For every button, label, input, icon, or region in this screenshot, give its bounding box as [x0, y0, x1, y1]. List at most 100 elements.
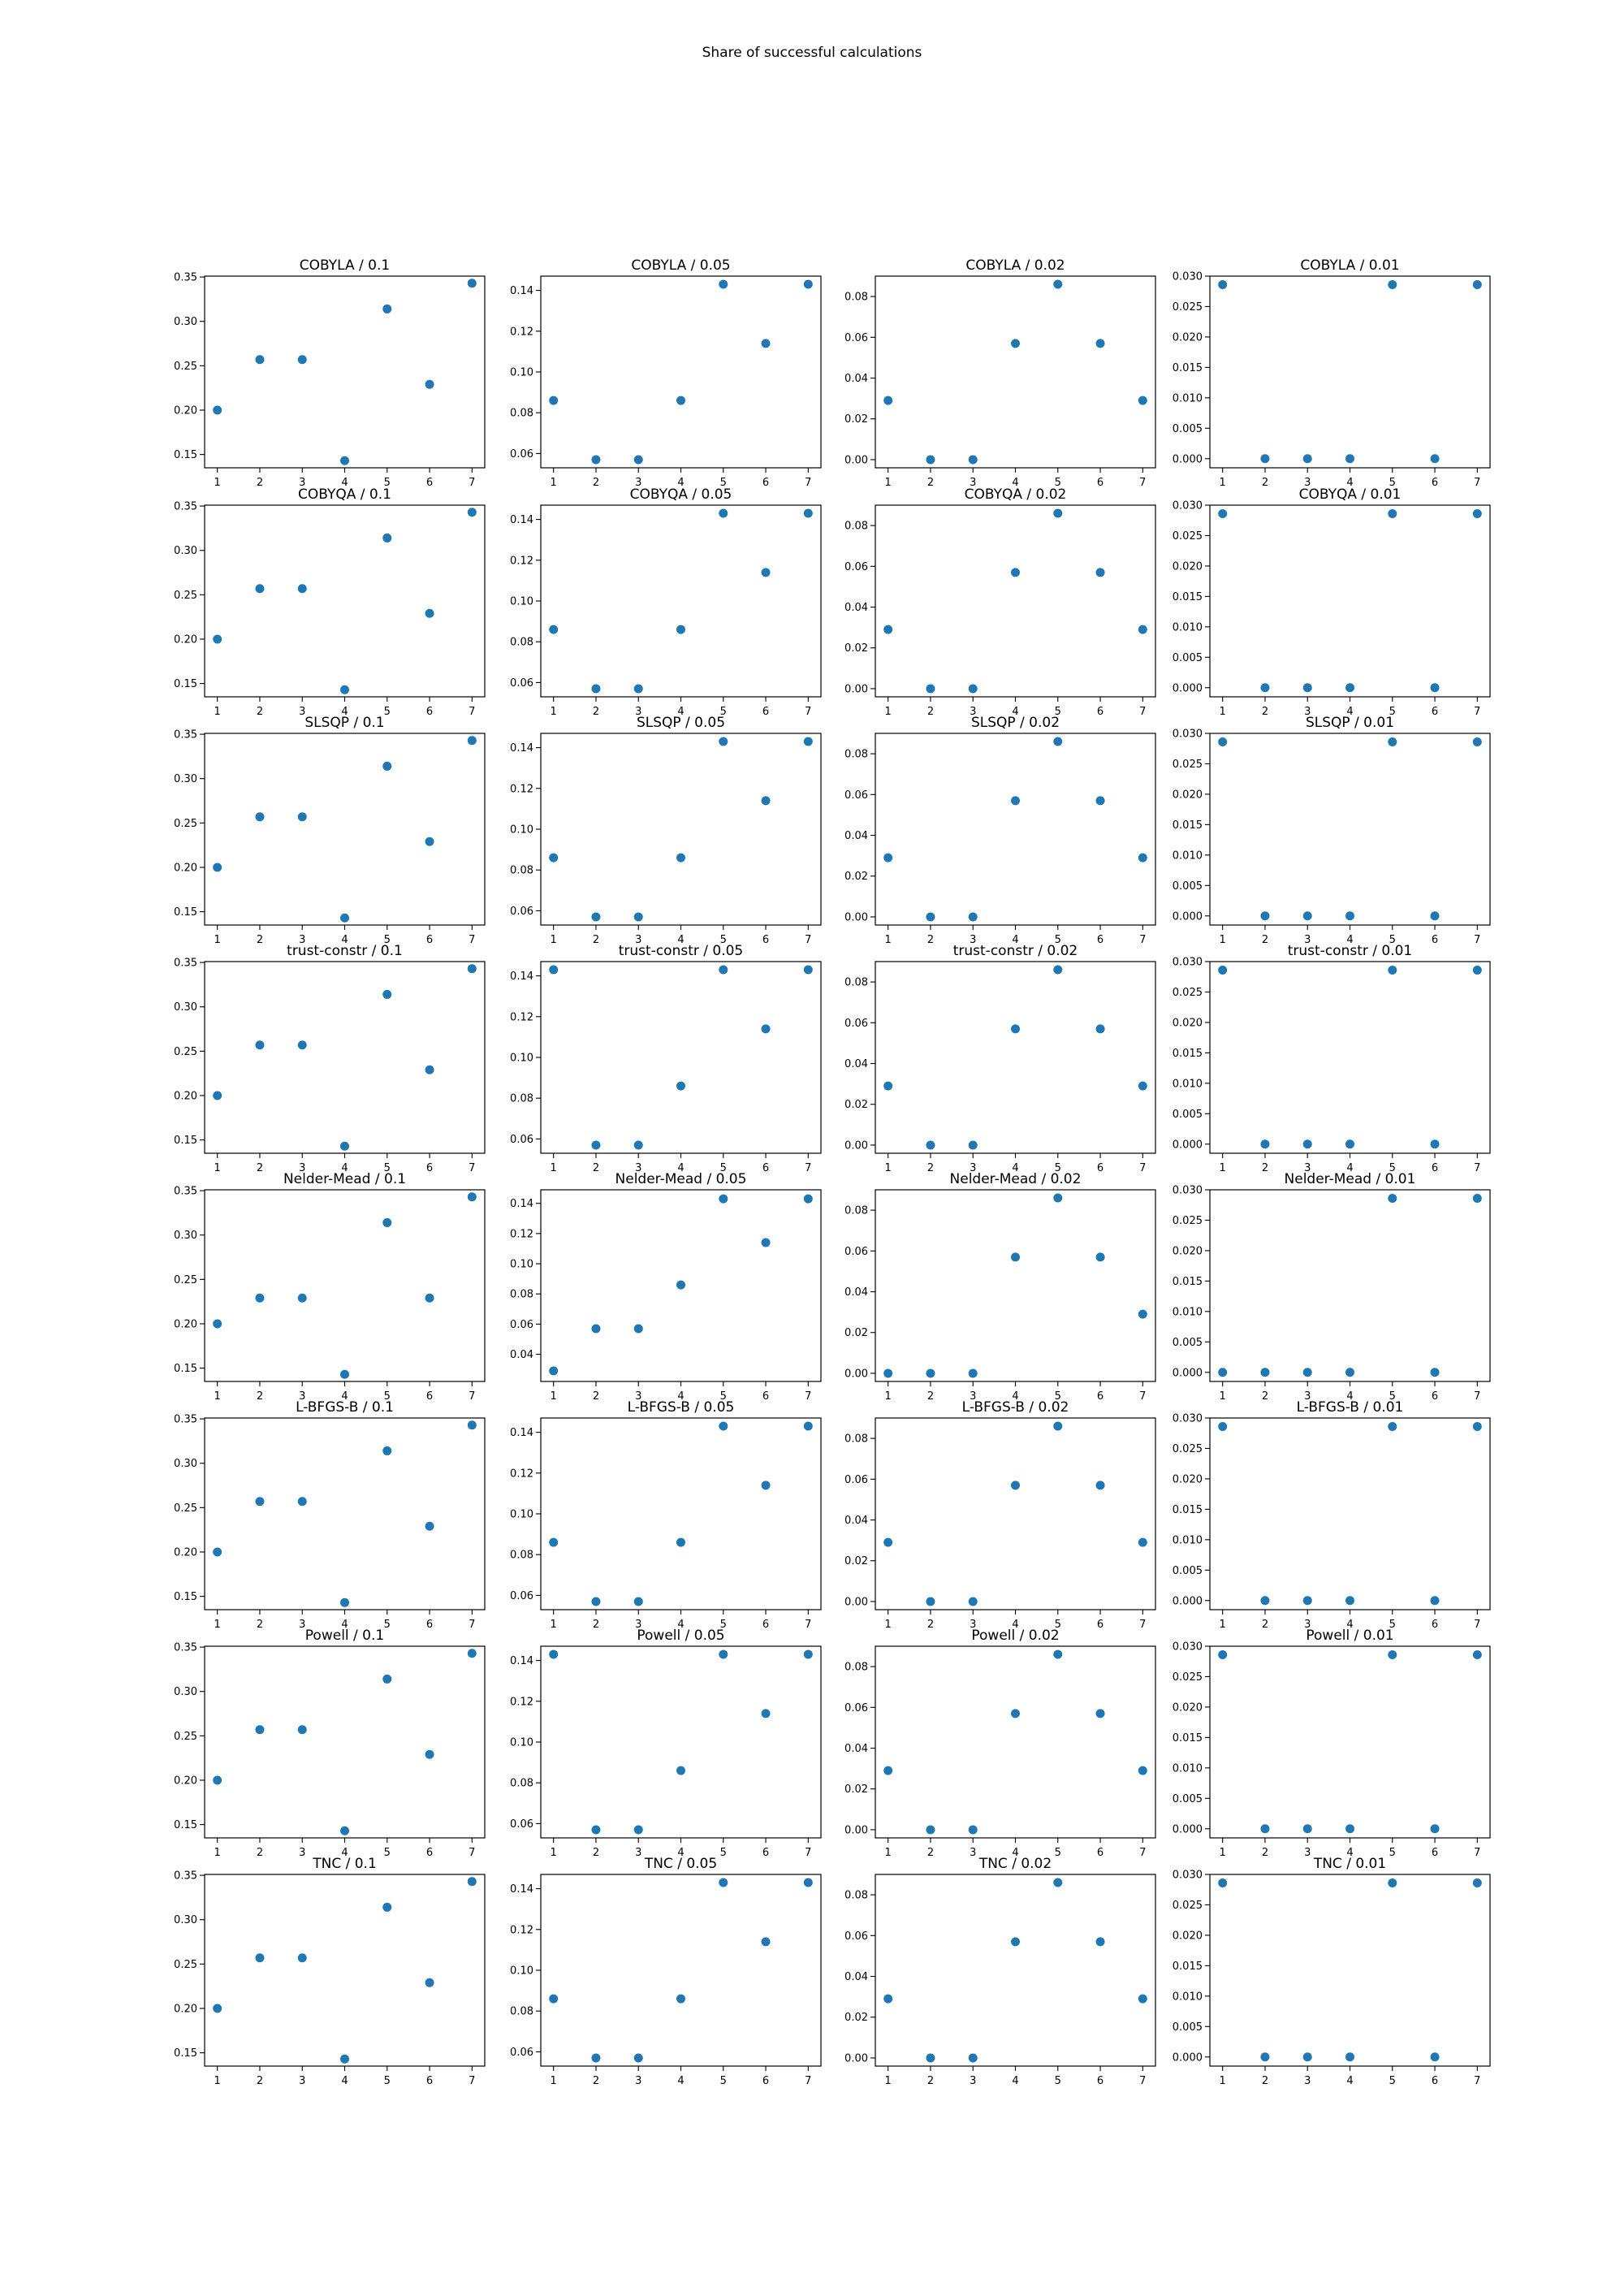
data-point [1011, 339, 1020, 348]
x-tick-label: 7 [805, 706, 811, 718]
x-tick-label: 1 [1220, 1619, 1226, 1631]
x-tick-label: 4 [341, 1390, 348, 1403]
data-point [467, 508, 477, 517]
data-point [1430, 1824, 1440, 1834]
data-point [1302, 1368, 1312, 1377]
data-point [926, 1597, 935, 1606]
data-point [1095, 1709, 1105, 1718]
data-point [926, 455, 935, 465]
data-point [926, 1825, 935, 1835]
y-tick-label: 0.010 [1173, 621, 1203, 633]
data-point [255, 584, 265, 594]
y-tick-label: 0.020 [1173, 1245, 1203, 1257]
y-tick-label: 0.25 [174, 818, 197, 830]
data-point [968, 1597, 978, 1606]
x-tick-label: 6 [426, 1847, 433, 1859]
x-tick-label: 7 [1474, 1162, 1480, 1174]
data-point [1472, 1878, 1482, 1887]
x-tick-label: 2 [1262, 1162, 1268, 1174]
subplot-title: trust-constr / 0.02 [953, 943, 1078, 959]
y-tick-label: 0.025 [1173, 301, 1203, 313]
data-point [926, 1140, 935, 1150]
x-tick-label: 1 [1220, 706, 1226, 718]
x-tick-label: 6 [1097, 1390, 1104, 1403]
y-tick-label: 0.02 [844, 2012, 868, 2024]
data-point [382, 761, 392, 771]
figure-title: Share of successful calculations [702, 45, 922, 61]
axes-frame [204, 1189, 486, 1382]
axes-frame [875, 1417, 1156, 1610]
data-point [1260, 2052, 1270, 2062]
y-tick-label: 0.30 [174, 1001, 197, 1014]
y-tick-label: 0.030 [1173, 271, 1203, 283]
data-point [1472, 1421, 1482, 1431]
data-point [883, 1368, 893, 1378]
x-tick-label: 2 [927, 706, 934, 718]
data-point [1472, 1649, 1482, 1659]
x-tick-label: 4 [677, 1619, 684, 1631]
x-tick-label: 7 [1139, 1619, 1146, 1631]
y-tick-label: 0.04 [844, 1515, 868, 1527]
subplot: Powell / 0.02 1 2 3 4 5 6 7 0.00 0.02 0.04 0.06 0.08 [844, 1628, 1156, 1859]
x-tick-label: 4 [1012, 934, 1018, 946]
x-tick-label: 6 [426, 706, 433, 718]
y-tick-label: 0.30 [174, 1914, 197, 1926]
data-point [803, 508, 813, 518]
x-tick-label: 6 [1097, 2075, 1104, 2087]
x-tick-label: 6 [1097, 477, 1104, 489]
data-point [213, 1775, 222, 1785]
subplot: TNC / 0.05 1 2 3 4 5 6 7 0.06 0.08 0.10 0.12 0.14 [510, 1856, 822, 2087]
y-tick-label: 0.35 [174, 1642, 197, 1654]
data-point [1138, 1766, 1147, 1775]
y-tick-label: 0.025 [1173, 530, 1203, 543]
data-point [968, 684, 978, 694]
subplot: SLSQP / 0.01 1 2 3 4 5 6 7 0.000 0.005 0.010 0.015 0… [1173, 715, 1491, 946]
data-point [1302, 911, 1312, 921]
data-point [467, 736, 477, 746]
data-point [1053, 1193, 1063, 1203]
y-tick-label: 0.20 [174, 404, 197, 417]
y-tick-label: 0.010 [1173, 1991, 1203, 2003]
y-tick-label: 0.015 [1173, 1504, 1203, 1516]
subplot-title: COBYQA / 0.05 [630, 486, 732, 503]
y-tick-label: 0.06 [844, 561, 868, 573]
data-point [382, 1674, 392, 1684]
x-tick-label: 1 [551, 2075, 557, 2087]
axes-frame [540, 961, 822, 1154]
y-tick-label: 0.10 [510, 1259, 533, 1271]
data-point [1011, 796, 1020, 806]
y-tick-label: 0.08 [510, 1289, 533, 1301]
data-point [591, 1825, 601, 1835]
x-tick-label: 4 [1346, 1390, 1353, 1403]
y-tick-label: 0.015 [1173, 819, 1203, 832]
subplot: L-BFGS-B / 0.05 1 2 3 4 5 6 7 0.06 0.08 0.10 0.12 0.… [510, 1399, 822, 1631]
x-tick-label: 7 [469, 2075, 475, 2087]
y-tick-label: 0.02 [844, 1555, 868, 1567]
axes-frame [540, 275, 822, 469]
y-tick-label: 0.06 [844, 1930, 868, 1943]
y-tick-label: 0.020 [1173, 1701, 1203, 1714]
x-tick-label: 1 [214, 2075, 221, 2087]
x-tick-label: 7 [469, 934, 475, 946]
x-tick-label: 5 [1055, 1619, 1061, 1631]
y-tick-label: 0.06 [510, 1319, 533, 1331]
y-tick-label: 0.020 [1173, 560, 1203, 573]
data-point [761, 1481, 771, 1490]
data-point [968, 1368, 978, 1378]
x-tick-label: 1 [214, 706, 221, 718]
data-point [1138, 625, 1147, 634]
y-tick-label: 0.10 [510, 596, 533, 608]
x-tick-label: 3 [1304, 706, 1311, 718]
x-tick-label: 5 [384, 1390, 391, 1403]
subplot: COBYLA / 0.02 1 2 3 4 5 6 7 0.00 0.02 0.04 0.06 0.08 [844, 257, 1156, 489]
y-tick-label: 0.000 [1173, 453, 1203, 465]
y-tick-label: 0.35 [174, 1414, 197, 1426]
y-tick-label: 0.20 [174, 1546, 197, 1559]
data-point [297, 812, 307, 822]
x-tick-label: 4 [1012, 1847, 1018, 1859]
subplot: L-BFGS-B / 0.01 1 2 3 4 5 6 7 0.000 0.005 0.010 0.0… [1173, 1399, 1491, 1631]
x-tick-label: 4 [677, 1847, 684, 1859]
y-tick-label: 0.20 [174, 1318, 197, 1330]
y-tick-label: 0.005 [1173, 1337, 1203, 1349]
